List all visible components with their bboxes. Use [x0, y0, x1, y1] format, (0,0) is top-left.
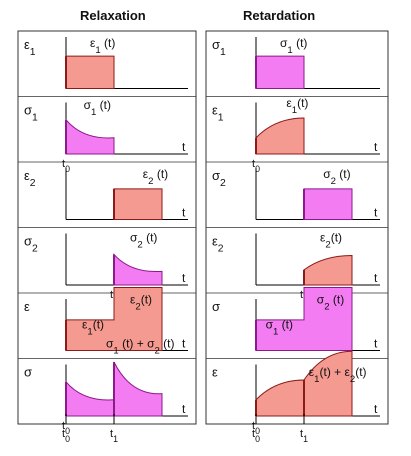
signal-shape-0	[255, 55, 305, 89]
time-label: t	[182, 271, 186, 285]
panel-1-0: σ1 σ1 (t)	[212, 36, 380, 89]
panel-0-5: σ σ1 (t) + σ2 (t) t t0	[18, 336, 196, 436]
time-label: t	[182, 337, 186, 351]
axis-symbol: σ1	[24, 103, 38, 124]
panel-1-4: σ σ1 (t) σ2 (t) t	[206, 287, 388, 351]
signal-shape-0	[65, 380, 115, 417]
bottom-tick-label: t1	[110, 428, 118, 444]
retardation-title: Retardation	[243, 8, 316, 23]
curve-label-0: ε1 (t)	[90, 36, 115, 56]
panel-1-1: ε1 ε1(t) t t0	[206, 96, 388, 174]
axis-symbol: ε2	[212, 234, 224, 255]
time-label: t	[182, 402, 186, 416]
curve-label-0: ε1(t) + ε2(t)	[309, 365, 367, 385]
relaxation-title: Relaxation	[80, 8, 146, 23]
panel-0-1: σ1 σ1 (t) t t0	[18, 96, 196, 174]
curve-label-0: ε2 (t)	[143, 167, 168, 187]
curve-label-0: σ2 (t)	[130, 231, 157, 251]
curve-label-0: σ2 (t)	[323, 167, 350, 187]
signal-shape-0	[303, 188, 353, 220]
curve-label-0: ε1(t)	[82, 318, 104, 338]
curve-label-1: ε2(t)	[130, 293, 152, 313]
time-label: t	[374, 337, 378, 351]
axis-symbol: ε	[212, 365, 218, 380]
signal-shape-1	[303, 350, 353, 417]
axis-symbol: ε1	[212, 103, 224, 124]
axis-symbol: σ2	[212, 168, 226, 189]
curve-label-0: σ1 (t)	[266, 318, 293, 338]
axis-symbol: σ2	[24, 234, 38, 255]
time-label: t	[182, 206, 186, 220]
bottom-tick-label: t0	[62, 428, 70, 444]
panel-1-5: ε ε1(t) + ε2(t) t t0	[206, 350, 388, 436]
axis-symbol: σ	[24, 365, 32, 380]
panel-0-0: ε1 ε1 (t)	[24, 36, 188, 89]
signal-shape-0	[303, 254, 353, 286]
time-label: t	[374, 206, 378, 220]
tick-label: t0	[62, 420, 70, 436]
axis-symbol: σ	[212, 299, 220, 314]
signal-shape-0	[113, 188, 163, 220]
signal-shape-1	[113, 361, 163, 417]
curve-label-0: σ1 (t) + σ2 (t)	[106, 336, 175, 356]
bottom-tick-label: t0	[252, 428, 260, 444]
axis-symbol: σ1	[212, 37, 226, 58]
time-label: t	[374, 402, 378, 416]
tick-label: t0	[62, 158, 70, 174]
signal-shape-0	[65, 118, 115, 155]
axis-symbol: ε1	[24, 37, 36, 58]
curve-label-0: σ1 (t)	[84, 98, 111, 118]
panel-0-2: ε2 ε2 (t) t	[18, 161, 196, 220]
signal-shape-0	[255, 379, 305, 417]
tick-label: t0	[252, 420, 260, 436]
panel-0-4: ε ε1(t) ε2(t) t	[18, 287, 196, 351]
curve-label-0: ε1(t)	[286, 96, 308, 116]
time-label: t	[374, 271, 378, 285]
axis-symbol: ε	[24, 299, 30, 314]
signal-shape-0	[255, 117, 305, 155]
curve-label-0: σ1 (t)	[280, 36, 307, 56]
time-label: t	[374, 140, 378, 154]
panel-1-2: σ2 σ2 (t) t	[206, 161, 388, 220]
bottom-tick-label: t1	[300, 428, 308, 444]
tick-label: t0	[252, 158, 260, 174]
axis-symbol: ε2	[24, 168, 36, 189]
curve-label-1: σ2 (t)	[317, 293, 344, 313]
time-label: t	[182, 140, 186, 154]
signal-shape-0	[113, 253, 163, 286]
signal-shape-0	[65, 55, 115, 89]
curve-label-0: ε2(t)	[320, 231, 342, 251]
